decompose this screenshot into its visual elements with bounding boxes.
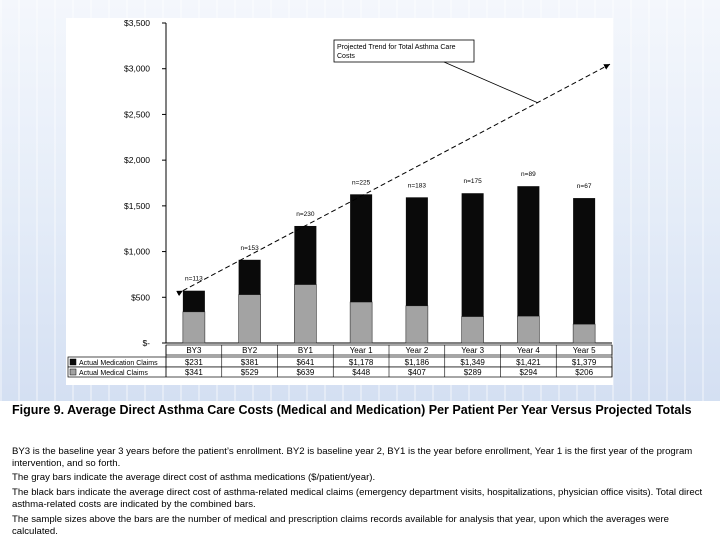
- caption-paragraph: BY3 is the baseline year 3 years before …: [12, 446, 693, 469]
- legend-entry: Actual Medical Claims: [79, 370, 148, 377]
- trend-callout-text: Costs: [337, 53, 355, 60]
- y-tick-label: $3,500: [124, 18, 150, 28]
- projected-trend-line: [176, 63, 611, 297]
- bar-segment-medication: [350, 194, 373, 303]
- table-cell-value: $341: [185, 368, 203, 377]
- table-cell-value: $529: [241, 368, 259, 377]
- legend-swatch: [69, 368, 77, 376]
- table-cell-value: $231: [185, 358, 203, 367]
- table-cell-value: $1,178: [349, 358, 374, 367]
- x-category-label: Year 5: [573, 346, 596, 355]
- caption-paragraph: The black bars indicate the average dire…: [12, 487, 703, 510]
- table-cell-value: $1,186: [405, 358, 430, 367]
- table-cell-value: $641: [296, 358, 314, 367]
- table-cell-value: $381: [241, 358, 259, 367]
- table-cell-value: $448: [352, 368, 370, 377]
- table-cell-value: $294: [519, 368, 537, 377]
- y-tick-label: $3,000: [124, 64, 150, 74]
- callout-leader: [443, 61, 538, 104]
- sample-size-label: n=89: [521, 171, 536, 178]
- caption-title: Figure 9. Average Direct Asthma Care Cos…: [12, 403, 692, 417]
- table-cell-value: $1,349: [460, 358, 485, 367]
- bar-segment-medical: [182, 311, 206, 344]
- x-category-label: BY3: [186, 346, 202, 355]
- bar-segment-medical: [405, 305, 429, 344]
- table-cell-value: $206: [575, 368, 593, 377]
- bar-segment-medical: [517, 315, 540, 344]
- legend-entry: Actual Medication Claims: [79, 360, 158, 367]
- x-category-label: BY1: [298, 346, 314, 355]
- sample-size-label: n=67: [577, 183, 592, 190]
- trend-callout-text: Projected Trend for Total Asthma Care: [337, 44, 456, 51]
- bar-segment-medication: [294, 225, 317, 285]
- trend-callout-box: [333, 39, 475, 63]
- y-tick-label: $500: [131, 292, 150, 302]
- x-category-label: Year 2: [405, 346, 428, 355]
- x-category-label: Year 3: [461, 346, 484, 355]
- sample-size-label: n=153: [240, 245, 259, 252]
- sample-size-label: n=230: [296, 211, 315, 218]
- bar-segment-medical: [461, 316, 484, 344]
- bar-segment-medication: [238, 259, 261, 295]
- bar-segment-medication: [405, 197, 428, 306]
- bar-segment-medication: [573, 198, 596, 325]
- x-category-label: Year 1: [350, 346, 373, 355]
- caption-paragraph: The sample sizes above the bars are the …: [12, 514, 669, 537]
- y-tick-label: $-: [142, 338, 150, 348]
- y-tick-label: $2,000: [124, 155, 150, 165]
- x-category-label: BY2: [242, 346, 258, 355]
- x-category-label: Year 4: [517, 346, 540, 355]
- table-cell-value: $639: [296, 368, 314, 377]
- figure-caption: Figure 9. Average Direct Asthma Care Cos…: [0, 401, 720, 540]
- y-tick-label: $1,000: [124, 247, 150, 257]
- bar-segment-medication: [517, 186, 540, 317]
- caption-paragraph: The gray bars indicate the average direc…: [12, 472, 376, 483]
- table-cell-value: $1,379: [572, 358, 597, 367]
- sample-size-label: n=183: [408, 182, 427, 189]
- table-cell-value: $1,421: [516, 358, 541, 367]
- bar-segment-medication: [461, 193, 484, 317]
- table-cell-value: $289: [464, 368, 482, 377]
- legend-swatch: [69, 358, 77, 366]
- y-tick-label: $1,500: [124, 201, 150, 211]
- bar-segment-medical: [572, 323, 596, 344]
- bar-segment-medical: [238, 294, 261, 344]
- bar-segment-medical: [349, 301, 373, 344]
- sample-size-label: n=175: [463, 178, 482, 185]
- sample-size-label: n=225: [352, 179, 371, 186]
- chart-panel: $- $500 $1,000 $1,500 $2,000 $2,500 $3,000 $3,5…: [66, 18, 613, 385]
- stacked-bar-chart: $- $500 $1,000 $1,500 $2,000 $2,500 $3,000 $3,5…: [67, 18, 613, 378]
- table-cell-value: $407: [408, 368, 426, 377]
- y-tick-label: $2,500: [124, 109, 150, 119]
- bar-segment-medication: [182, 290, 205, 312]
- bar-segment-medical: [294, 284, 317, 344]
